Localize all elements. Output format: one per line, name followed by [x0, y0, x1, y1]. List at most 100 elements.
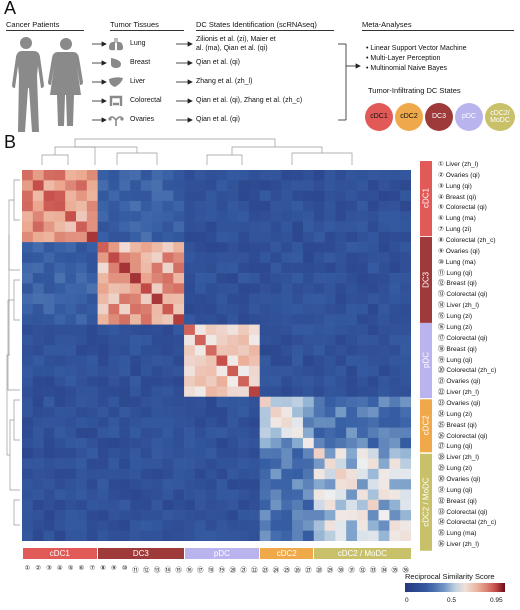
heatmap-cell	[194, 365, 206, 377]
heatmap-cell	[313, 510, 325, 521]
heatmap-cell	[378, 190, 390, 202]
study-ovaries: Qian et al. (qi)	[196, 116, 240, 123]
heatmap-cell	[43, 303, 55, 315]
heatmap-cell	[184, 170, 196, 181]
heatmap-cell	[367, 468, 379, 480]
heatmap-cell	[335, 180, 347, 191]
heatmap-cell	[130, 427, 142, 439]
heatmap-cell	[216, 180, 228, 191]
heatmap-cell	[324, 200, 336, 212]
heatmap-cell	[238, 314, 250, 325]
heatmap-cell	[119, 211, 131, 222]
heatmap-cell	[140, 283, 152, 294]
heatmap-cell	[292, 489, 304, 501]
heatmap-cell	[97, 376, 109, 387]
heatmap-cell	[140, 334, 152, 346]
heatmap-cell	[108, 448, 120, 459]
heatmap-cell	[76, 499, 88, 511]
heatmap-cell	[227, 427, 239, 439]
heatmap-cell	[378, 231, 390, 243]
heatmap-cell	[22, 345, 34, 356]
heatmap-cell	[259, 479, 271, 490]
heatmap-cell	[43, 365, 55, 377]
heatmap-cell	[378, 242, 390, 253]
heatmap-cell	[173, 242, 185, 253]
heatmap-cell	[346, 231, 358, 243]
heatmap-cell	[281, 200, 293, 212]
heatmap-cell	[216, 386, 228, 398]
heatmap-cell	[356, 273, 369, 284]
heatmap-cell	[130, 407, 142, 418]
heatmap-cell	[205, 396, 217, 408]
heatmap-cell	[346, 376, 358, 387]
heatmap-cell	[32, 468, 44, 480]
heatmap-cell	[205, 273, 217, 284]
heatmap-cell	[140, 252, 152, 264]
heatmap-cell	[335, 427, 347, 439]
heatmap-cell	[356, 211, 369, 222]
heatmap-cell	[54, 211, 66, 222]
heatmap-cell	[238, 407, 250, 418]
row-label: ① Liver (zh_l)	[438, 161, 479, 168]
heatmap-cell	[335, 231, 347, 243]
heatmap-cell	[130, 303, 142, 315]
heatmap-cell	[194, 396, 206, 408]
heatmap-cell	[162, 365, 174, 377]
heatmap-cell	[324, 221, 336, 233]
heatmap-cell	[151, 190, 163, 202]
heatmap-cell	[324, 396, 336, 408]
heatmap-cell	[292, 365, 304, 377]
heatmap-cell	[32, 190, 44, 202]
heatmap-cell	[313, 231, 325, 243]
heatmap-cell	[184, 190, 196, 202]
heatmap-cell	[400, 324, 411, 336]
heatmap-cell	[119, 293, 131, 305]
heatmap-cell	[108, 458, 120, 470]
heatmap-cell	[356, 499, 369, 511]
heatmap-cell	[346, 314, 358, 325]
heatmap-cell	[400, 520, 411, 531]
heatmap-cell	[86, 396, 98, 408]
heatmap-cell	[76, 437, 88, 449]
heatmap-cell	[367, 407, 379, 418]
heatmap-cell	[400, 437, 411, 449]
heatmap-cell	[259, 510, 271, 521]
heatmap-cell	[76, 231, 88, 243]
heatmap-cell	[324, 170, 336, 181]
heatmap-cell	[248, 510, 261, 521]
heatmap-cell	[205, 468, 217, 480]
heatmap-cell	[313, 427, 325, 439]
heatmap-cell	[400, 510, 411, 521]
heatmap-cell	[140, 396, 152, 408]
heatmap-cell	[97, 242, 109, 253]
heatmap-cell	[335, 283, 347, 294]
heatmap-cell	[130, 396, 142, 408]
heatmap-cell	[76, 468, 88, 480]
heatmap-cell	[270, 396, 282, 408]
heatmap-cell	[335, 376, 347, 387]
heatmap-cell	[356, 324, 369, 336]
heatmap-cell	[313, 499, 325, 511]
heatmap-cell	[86, 499, 98, 511]
heatmap-cell	[32, 499, 44, 511]
heatmap-cell	[313, 417, 325, 428]
heatmap-cell	[130, 510, 142, 521]
heatmap-cell	[292, 396, 304, 408]
heatmap-cell	[86, 355, 98, 367]
heatmap-cell	[43, 530, 55, 541]
heatmap-cell	[367, 170, 379, 181]
heatmap-cell	[270, 324, 282, 336]
row-label: ⑥ Lung (ma)	[438, 215, 476, 223]
liver-icon	[109, 77, 123, 87]
heatmap-cell	[389, 530, 401, 541]
heatmap-cell	[130, 200, 142, 212]
heatmap-cell	[248, 180, 261, 191]
heatmap-cell	[184, 458, 196, 470]
heatmap-cell	[324, 458, 336, 470]
heatmap-cell	[378, 200, 390, 212]
heatmap-cell	[184, 479, 196, 490]
heatmap-cell	[130, 386, 142, 398]
heatmap-cell	[238, 324, 250, 336]
heatmap-cell	[389, 468, 401, 480]
